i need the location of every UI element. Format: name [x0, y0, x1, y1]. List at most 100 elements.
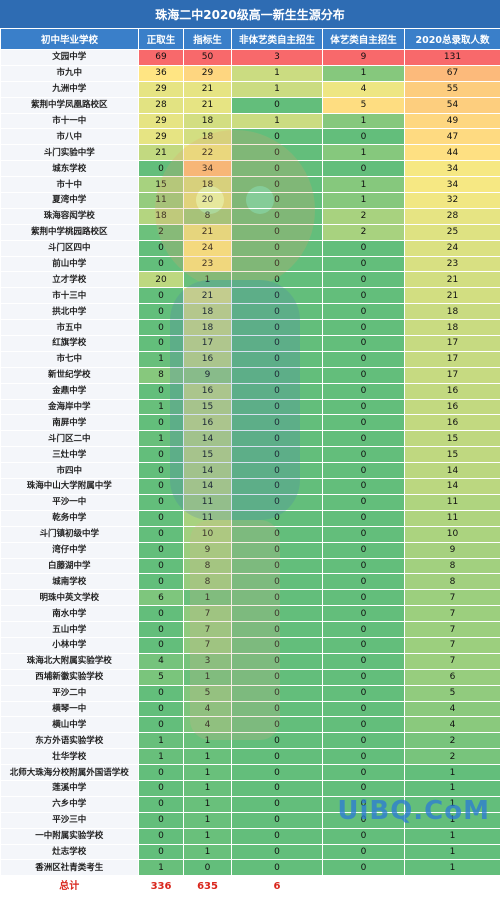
value-cell: 0	[232, 669, 323, 685]
total-value-cell	[405, 876, 500, 899]
value-cell: 25	[405, 224, 500, 240]
value-cell: 2	[405, 733, 500, 749]
value-cell: 0	[139, 494, 184, 510]
value-cell: 3	[232, 50, 323, 66]
school-name-cell: 珠海北大附属实验学校	[1, 653, 139, 669]
value-cell: 1	[184, 733, 232, 749]
value-cell: 0	[323, 161, 405, 177]
value-cell: 0	[139, 526, 184, 542]
value-cell: 0	[232, 129, 323, 145]
value-cell: 0	[232, 812, 323, 828]
value-cell: 0	[323, 780, 405, 796]
col-header-total-admitted: 2020总录取人数	[405, 29, 500, 50]
school-name-cell: 南水中学	[1, 606, 139, 622]
school-name-cell: 紫荆中学桃园路校区	[1, 224, 139, 240]
value-cell: 0	[232, 701, 323, 717]
value-cell: 21	[184, 224, 232, 240]
value-cell: 54	[405, 97, 500, 113]
school-name-cell: 白藤湖中学	[1, 558, 139, 574]
value-cell: 17	[405, 351, 500, 367]
value-cell: 0	[184, 860, 232, 876]
school-name-cell: 小林中学	[1, 637, 139, 653]
school-name-cell: 市八中	[1, 129, 139, 145]
site-watermark: UiBQ.CoM	[337, 796, 490, 826]
school-name-cell: 前山中学	[1, 256, 139, 272]
value-cell: 4	[184, 701, 232, 717]
school-name-cell: 乾务中学	[1, 510, 139, 526]
value-cell: 20	[184, 193, 232, 209]
value-cell: 21	[405, 288, 500, 304]
value-cell: 0	[323, 637, 405, 653]
value-cell: 0	[232, 351, 323, 367]
school-name-cell: 市十一中	[1, 113, 139, 129]
value-cell: 0	[139, 558, 184, 574]
value-cell: 2	[405, 749, 500, 765]
school-name-cell: 香洲区社青类考生	[1, 860, 139, 876]
value-cell: 0	[139, 510, 184, 526]
value-cell: 0	[232, 733, 323, 749]
value-cell: 0	[139, 415, 184, 431]
value-cell: 0	[323, 415, 405, 431]
value-cell: 16	[405, 383, 500, 399]
school-name-cell: 紫荆中学凤凰路校区	[1, 97, 139, 113]
total-value-cell: 6	[232, 876, 323, 899]
value-cell: 0	[323, 288, 405, 304]
value-cell: 16	[405, 415, 500, 431]
value-cell: 0	[139, 828, 184, 844]
value-cell: 28	[139, 97, 184, 113]
value-cell: 4	[139, 653, 184, 669]
value-cell: 16	[405, 399, 500, 415]
value-cell: 16	[184, 383, 232, 399]
value-cell: 0	[323, 622, 405, 638]
value-cell: 11	[405, 510, 500, 526]
value-cell: 4	[323, 81, 405, 97]
value-cell: 0	[232, 542, 323, 558]
col-header-sports-arts: 体艺类自主招生	[323, 29, 405, 50]
total-value-cell: 336	[139, 876, 184, 899]
value-cell: 7	[184, 606, 232, 622]
value-cell: 1	[139, 860, 184, 876]
table-title: 珠海二中2020级高一新生生源分布	[0, 0, 500, 28]
school-name-cell: 九洲中学	[1, 81, 139, 97]
value-cell: 17	[405, 336, 500, 352]
value-cell: 0	[232, 193, 323, 209]
value-cell: 7	[405, 606, 500, 622]
value-cell: 0	[232, 288, 323, 304]
value-cell: 0	[139, 685, 184, 701]
school-name-cell: 市九中	[1, 65, 139, 81]
value-cell: 0	[232, 844, 323, 860]
value-cell: 18	[405, 304, 500, 320]
value-cell: 4	[405, 717, 500, 733]
school-name-cell: 市五中	[1, 320, 139, 336]
value-cell: 0	[232, 399, 323, 415]
value-cell: 0	[232, 224, 323, 240]
school-name-cell: 平沙二中	[1, 685, 139, 701]
value-cell: 0	[232, 749, 323, 765]
school-name-cell: 平沙三中	[1, 812, 139, 828]
value-cell: 7	[405, 637, 500, 653]
col-header-regular: 正取生	[139, 29, 184, 50]
value-cell: 1	[232, 81, 323, 97]
value-cell: 49	[405, 113, 500, 129]
value-cell: 21	[184, 97, 232, 113]
value-cell: 0	[323, 701, 405, 717]
value-cell: 0	[232, 479, 323, 495]
value-cell: 15	[184, 447, 232, 463]
value-cell: 0	[232, 494, 323, 510]
value-cell: 0	[232, 256, 323, 272]
